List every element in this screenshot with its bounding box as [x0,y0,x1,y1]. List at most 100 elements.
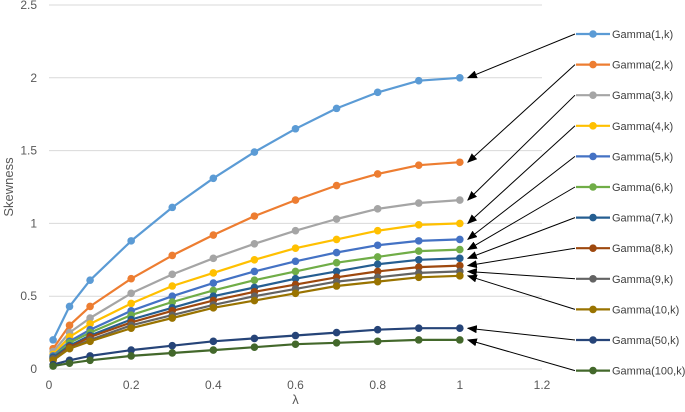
legend-label: Gamma(50,k) [612,335,679,347]
series-line [52,76,460,341]
data-point [209,174,218,183]
data-point [291,340,300,349]
legend-arrow [466,217,576,259]
data-point [65,302,74,311]
data-point [86,314,94,322]
data-point [65,321,74,330]
data-point [414,247,423,255]
series-1 [49,74,464,344]
data-point [456,324,464,333]
data-point [209,231,218,239]
data-point [291,289,300,298]
legend-label: Gamma(1,k) [612,29,673,41]
legend-arrow [466,186,576,251]
data-point [373,241,382,250]
series-line [52,222,460,356]
data-point [456,245,464,254]
y-tick-label: 2.5 [20,0,37,12]
legend-entry: Gamma(10,k) [576,304,679,316]
data-point [332,215,341,223]
data-point [373,253,382,261]
data-point [373,170,382,178]
data-point [127,274,135,283]
legend-swatch-marker [589,152,597,161]
data-point [291,244,300,252]
data-point [65,344,74,353]
x-tick-label: 1 [456,378,463,392]
data-point [332,282,341,290]
legend-swatch-marker [589,244,597,252]
legend-swatch-marker [589,275,597,283]
data-point [373,88,382,97]
series-10 [49,272,464,365]
legend-swatch-marker [589,183,597,191]
data-point [127,346,135,354]
legend-label: Gamma(6,k) [612,182,673,194]
legend-label: Gamma(10,k) [612,304,679,316]
data-point [250,343,259,351]
data-point [250,212,259,220]
legend-entry: Gamma(7,k) [576,213,673,225]
data-point [332,258,341,267]
legend-arrow [466,247,576,269]
legend-entry: Gamma(2,k) [576,60,673,72]
series-11 [49,324,464,369]
legend-entry: Gamma(9,k) [576,274,673,286]
series-3 [49,196,464,356]
data-point [49,362,57,370]
data-point [209,254,218,263]
data-point [127,289,135,298]
legend-label: Gamma(4,k) [612,121,673,133]
data-point [168,203,177,212]
legend-arrow [466,274,576,310]
data-point [332,181,341,190]
legend-label: Gamma(100,k) [612,366,685,378]
data-point [127,299,135,308]
x-tick-label: 0.2 [123,378,140,392]
data-point [414,76,423,85]
data-point [414,161,423,169]
data-point [209,269,218,277]
data-point [291,124,300,133]
data-point [250,148,259,156]
legend-swatch-marker [589,60,597,69]
data-point [49,336,57,344]
data-point [456,261,464,270]
x-axis-label: λ [292,392,299,407]
data-point [250,239,259,248]
data-point [86,302,94,311]
legend-arrow [467,156,576,241]
data-point [373,337,382,346]
data-point [86,337,94,346]
data-point [456,272,464,280]
data-point [456,74,464,82]
legend-label: Gamma(2,k) [612,60,673,72]
legend-arrow [466,338,576,372]
data-point [414,273,423,282]
data-point [291,331,300,340]
data-point [209,304,218,312]
data-point [168,270,177,279]
axes: 0 0.5 1 1.5 2 2.5 0 0.2 0.4 0.6 0.8 1 1.2 [20,0,550,392]
data-point [414,237,423,245]
data-point [250,267,259,276]
legend-label: Gamma(7,k) [612,213,673,225]
series-2 [49,158,464,353]
legend-swatch-marker [589,305,597,314]
y-tick-label: 2 [30,71,37,85]
legend-swatch-marker [589,366,597,375]
y-tick-label: 0 [30,362,37,376]
x-tick-label: 1.2 [534,378,551,392]
legend-arrow [467,64,576,163]
data-point [332,338,341,347]
data-point [414,199,423,207]
legend-swatch-marker [589,213,597,222]
legend-label: Gamma(9,k) [612,274,673,286]
x-tick-label: 0 [46,378,53,392]
legend-entry: Gamma(1,k) [576,29,673,41]
y-tick-label: 0.5 [20,289,37,303]
data-point [332,328,341,337]
data-point [456,336,464,344]
data-point [456,219,464,228]
